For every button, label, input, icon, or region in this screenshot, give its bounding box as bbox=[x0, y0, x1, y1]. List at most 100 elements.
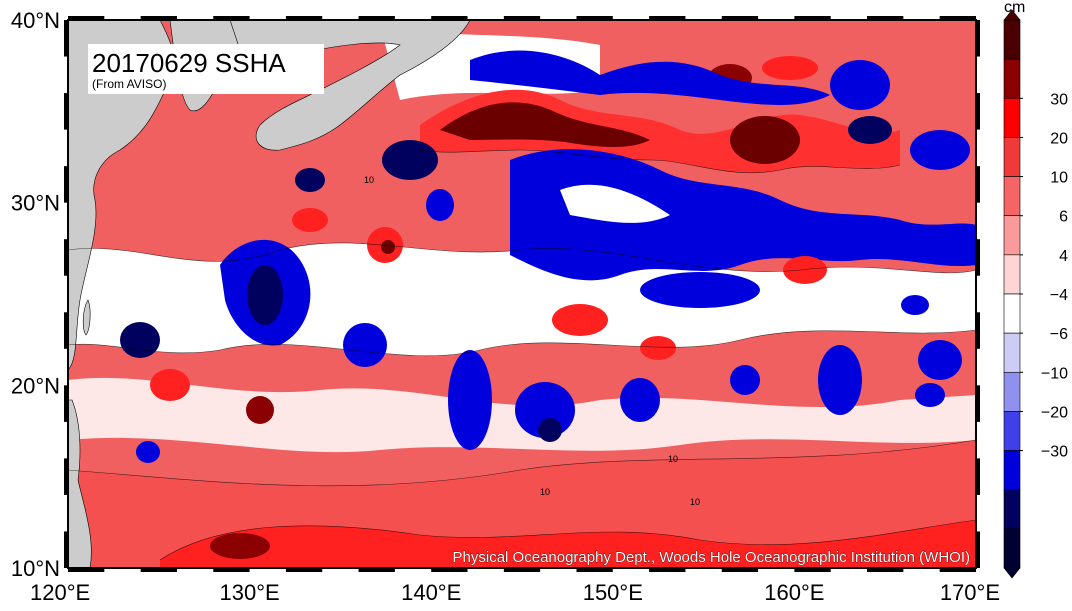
frame-segment bbox=[64, 20, 68, 57]
cold-band-mid bbox=[640, 272, 760, 308]
colorbar-swatch bbox=[1003, 450, 1021, 491]
frame-segment bbox=[976, 93, 980, 130]
colorbar-swatch bbox=[1003, 371, 1021, 412]
colorbar-label: −4 bbox=[1050, 287, 1068, 304]
frame-segment bbox=[721, 568, 759, 572]
colorbar: cm 30 20 10 6 4 −4 −6 −10 −20 −30 bbox=[1003, 0, 1068, 579]
colorbar-swatch bbox=[1003, 411, 1021, 451]
colorbar-swatch bbox=[1003, 97, 1021, 138]
colorbar-label: 6 bbox=[1059, 209, 1068, 226]
south-strong-warm bbox=[160, 520, 976, 568]
x-axis: 120°E 130°E 140°E 150°E 160°E 170°E bbox=[30, 580, 1000, 605]
colorbar-swatch bbox=[1003, 254, 1021, 295]
colorbar-label: −20 bbox=[1041, 404, 1068, 421]
frame-segment bbox=[213, 568, 250, 572]
colorbar-swatch bbox=[1003, 176, 1021, 217]
x-tick-label: 170°E bbox=[940, 580, 1000, 605]
frame-segment bbox=[64, 93, 68, 130]
map-subtitle: (From AVISO) bbox=[92, 77, 166, 91]
south-peak-anomaly bbox=[210, 533, 270, 559]
frame-segment bbox=[649, 16, 686, 20]
cold-eddy-w2 bbox=[295, 168, 325, 192]
contour-label: 10 bbox=[668, 454, 678, 464]
frame-segment bbox=[213, 16, 250, 20]
title-box bbox=[88, 44, 324, 94]
cold-eddy-s1 bbox=[448, 350, 492, 450]
warm-eddy-m6 bbox=[246, 396, 274, 424]
warm-eddy-m3 bbox=[552, 304, 608, 336]
cold-meander-gap bbox=[560, 184, 670, 223]
cold-eddy-w5 bbox=[120, 322, 160, 358]
cold-eddy-s9 bbox=[901, 295, 929, 315]
frame-segment bbox=[431, 568, 468, 572]
frame-segment bbox=[285, 568, 323, 572]
frame-segment bbox=[939, 16, 976, 20]
cold-eddy-w4-core bbox=[247, 265, 283, 325]
frame-segment bbox=[68, 568, 105, 572]
colorbar-labels: 30 20 10 6 4 −4 −6 −10 −20 −30 bbox=[1020, 91, 1068, 461]
colorbar-label: 30 bbox=[1050, 91, 1068, 108]
colorbar-label: 20 bbox=[1050, 130, 1068, 147]
y-tick-label: 40°N bbox=[11, 8, 60, 33]
colorbar-swatch bbox=[1003, 332, 1021, 373]
colorbar-swatch bbox=[1003, 19, 1021, 60]
central-cold-meander bbox=[510, 149, 976, 281]
frame-segment bbox=[358, 16, 395, 20]
colorbar-label: 10 bbox=[1050, 170, 1068, 187]
colorbar-label: −6 bbox=[1050, 326, 1068, 343]
frame-segment bbox=[358, 568, 395, 572]
frame-segment bbox=[976, 312, 980, 349]
cold-eddy-ne bbox=[830, 60, 890, 110]
frame-segment bbox=[976, 531, 980, 568]
frame-segment bbox=[976, 458, 980, 495]
contour-label: 10 bbox=[690, 497, 700, 507]
y-tick-label: 20°N bbox=[11, 373, 60, 398]
frame-segment bbox=[431, 16, 468, 20]
credit-text: Physical Oceanography Dept., Woods Hole … bbox=[453, 549, 970, 566]
frame-segment bbox=[576, 568, 613, 572]
frame-segment bbox=[64, 239, 68, 276]
cold-eddy-s5 bbox=[818, 345, 862, 415]
frame-segment bbox=[939, 568, 976, 572]
frame-segment bbox=[721, 16, 759, 20]
frame-segment bbox=[794, 568, 831, 572]
y-tick-label: 30°N bbox=[11, 191, 60, 216]
colorbar-swatches bbox=[1003, 9, 1021, 579]
contour-label: 10 bbox=[364, 175, 374, 185]
cold-eddy-w6 bbox=[343, 323, 387, 367]
map-frame bbox=[64, 16, 980, 572]
cold-eddy-s8 bbox=[136, 441, 160, 463]
cold-eddy-s4 bbox=[730, 365, 760, 395]
cold-eddy-s6 bbox=[918, 340, 962, 380]
cold-eddy-s2-core bbox=[538, 418, 562, 442]
kuroshio-peak bbox=[440, 102, 650, 147]
frame-segment bbox=[576, 16, 613, 20]
contour-label: 10 bbox=[540, 487, 550, 497]
x-tick-label: 120°E bbox=[30, 580, 90, 605]
colorbar-unit: cm bbox=[1004, 0, 1025, 16]
colorbar-swatch bbox=[1003, 215, 1021, 256]
colorbar-swatch bbox=[1003, 489, 1021, 530]
contour-lines bbox=[68, 149, 976, 561]
frame-segment bbox=[976, 239, 980, 276]
map-panel: 10 10 10 10 20170629 SSHA (From AVISO) P… bbox=[68, 20, 976, 568]
warm-eddy-n2 bbox=[762, 56, 818, 80]
map-title: 20170629 SSHA bbox=[92, 48, 286, 78]
cold-eddy-w1 bbox=[382, 140, 438, 180]
frame-segment bbox=[867, 16, 904, 20]
frame-segment bbox=[64, 385, 68, 422]
frame-segment bbox=[503, 16, 541, 20]
x-tick-label: 150°E bbox=[583, 580, 643, 605]
cold-eddy-s7 bbox=[915, 383, 945, 407]
frame-segment bbox=[140, 568, 177, 572]
frame-segment bbox=[976, 20, 980, 57]
cold-eddy-s3 bbox=[620, 378, 660, 422]
cold-eddy-ne2 bbox=[848, 116, 892, 144]
frame-segment bbox=[140, 16, 177, 20]
warm-eddy-m1-core bbox=[381, 240, 395, 254]
warm-eddy-ne bbox=[730, 116, 800, 164]
colorbar-bottom-arrow bbox=[1003, 567, 1021, 579]
frame-segment bbox=[64, 312, 68, 349]
x-tick-label: 160°E bbox=[764, 580, 824, 605]
frame-segment bbox=[976, 385, 980, 422]
